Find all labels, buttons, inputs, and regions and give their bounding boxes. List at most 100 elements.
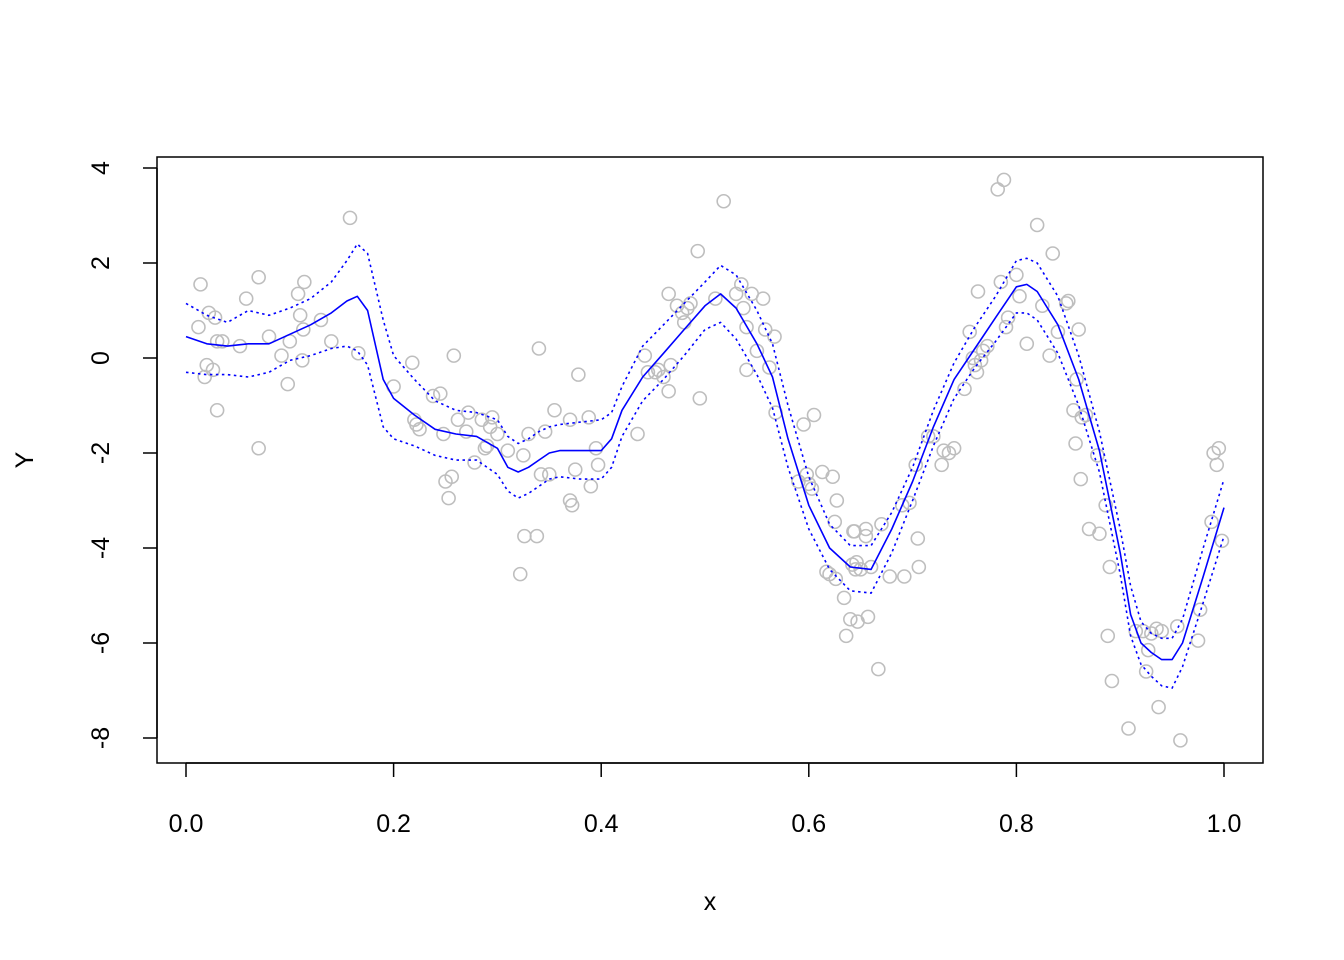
data-point — [425, 388, 441, 404]
data-point — [896, 569, 912, 584]
data-point — [274, 348, 289, 363]
plot-border — [156, 156, 1264, 764]
data-point — [251, 440, 266, 456]
data-point — [848, 562, 863, 577]
data-point — [874, 516, 889, 532]
data-point — [1121, 721, 1136, 736]
data-point — [663, 357, 679, 373]
data-point — [804, 481, 820, 496]
data-point — [444, 469, 460, 485]
data-point — [683, 296, 698, 311]
data-point — [749, 343, 765, 359]
y-tick-label: 2 — [87, 256, 115, 270]
data-point — [1100, 628, 1116, 644]
data-point — [973, 353, 989, 368]
data-point — [404, 355, 420, 371]
data-point — [1144, 626, 1159, 641]
data-point — [739, 362, 754, 378]
data-point — [910, 531, 926, 546]
data-point — [207, 310, 223, 325]
data-point — [295, 322, 311, 337]
data-point — [806, 407, 822, 423]
data-point — [292, 307, 308, 323]
data-point — [911, 559, 927, 575]
data-point — [1138, 664, 1154, 679]
data-point — [894, 497, 910, 513]
data-points — [191, 172, 1230, 748]
data-point — [1214, 533, 1230, 549]
data-point — [531, 341, 547, 356]
data-point — [588, 440, 604, 456]
data-point — [209, 402, 225, 418]
data-point — [647, 364, 663, 380]
data-point — [993, 274, 1009, 290]
data-point — [843, 611, 858, 627]
data-point — [934, 457, 949, 473]
data-point — [324, 334, 339, 349]
data-point — [547, 402, 562, 418]
data-point — [500, 443, 516, 458]
data-point — [661, 286, 676, 302]
data-point — [193, 277, 208, 292]
data-point — [209, 334, 225, 349]
data-point — [197, 369, 212, 385]
data-point — [533, 467, 549, 482]
data-point — [990, 182, 1006, 197]
data-point — [980, 338, 995, 354]
data-point — [791, 474, 806, 489]
data-point — [1140, 642, 1156, 658]
data-point — [1073, 471, 1089, 487]
data-point — [757, 322, 773, 337]
data-point — [251, 269, 266, 285]
data-point — [297, 274, 312, 290]
y-tick-label: -6 — [87, 632, 115, 654]
data-point — [517, 528, 532, 544]
data-point — [516, 448, 531, 463]
data-point — [849, 554, 864, 570]
data-point — [946, 440, 962, 456]
data-point — [436, 426, 451, 442]
data-point — [474, 412, 490, 428]
data-point — [676, 315, 692, 330]
data-point — [541, 467, 557, 482]
data-point — [1000, 310, 1016, 325]
data-point — [1066, 402, 1081, 418]
data-point — [1071, 322, 1086, 337]
x-axis-title: x — [704, 888, 717, 916]
data-point — [567, 462, 583, 477]
data-point — [571, 367, 586, 382]
data-point — [441, 490, 456, 506]
data-point — [215, 334, 230, 349]
data-point — [630, 426, 645, 442]
data-point — [871, 661, 886, 677]
data-point — [458, 424, 474, 439]
data-point — [941, 445, 957, 461]
data-point — [755, 291, 771, 306]
data-point — [690, 243, 706, 259]
data-point — [969, 364, 985, 380]
data-point — [1068, 436, 1083, 451]
data-point — [446, 348, 462, 363]
data-point — [1190, 633, 1206, 648]
data-point — [205, 362, 221, 378]
data-point — [1169, 619, 1185, 634]
data-point — [1209, 457, 1225, 473]
x-tick-label: 0.0 — [169, 810, 204, 838]
data-point — [739, 319, 754, 335]
data-point — [1092, 526, 1107, 542]
data-point — [1061, 293, 1076, 309]
data-point — [661, 383, 676, 399]
fit-lines — [185, 243, 1225, 689]
fit-line — [185, 283, 1225, 661]
data-point — [191, 319, 206, 335]
data-point — [482, 419, 498, 435]
data-point — [674, 305, 690, 321]
data-point — [294, 353, 310, 368]
data-point — [1151, 699, 1166, 715]
data-point — [998, 319, 1014, 335]
data-point — [1058, 296, 1074, 311]
data-point — [858, 528, 874, 544]
data-point — [280, 376, 296, 392]
data-point — [1128, 623, 1144, 639]
data-point — [656, 369, 671, 385]
